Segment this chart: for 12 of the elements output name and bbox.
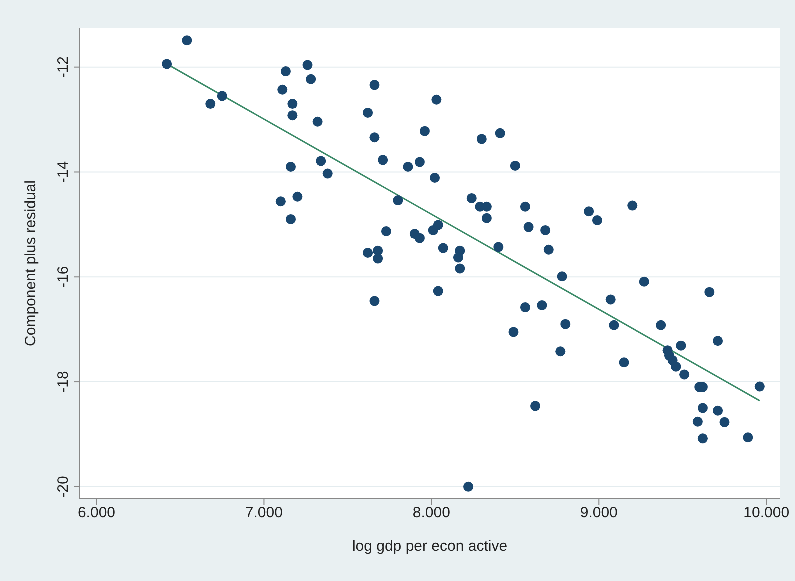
y-tick-label: -12 [55,56,72,78]
y-axis-title: Component plus residual [22,180,40,346]
x-tick-label: 6.000 [78,504,116,522]
y-tick-label: -18 [55,371,72,393]
y-tick-label: -14 [55,161,72,184]
x-axis-title: log gdp per econ active [352,538,508,555]
x-tick-label: 9.000 [580,504,618,522]
x-tick-label: 10.000 [744,504,790,522]
x-tick-label: 8.000 [412,504,450,522]
y-tick-label: -20 [55,476,72,498]
y-tick-label: -16 [55,266,72,288]
x-tick-label: 7.000 [245,504,283,522]
